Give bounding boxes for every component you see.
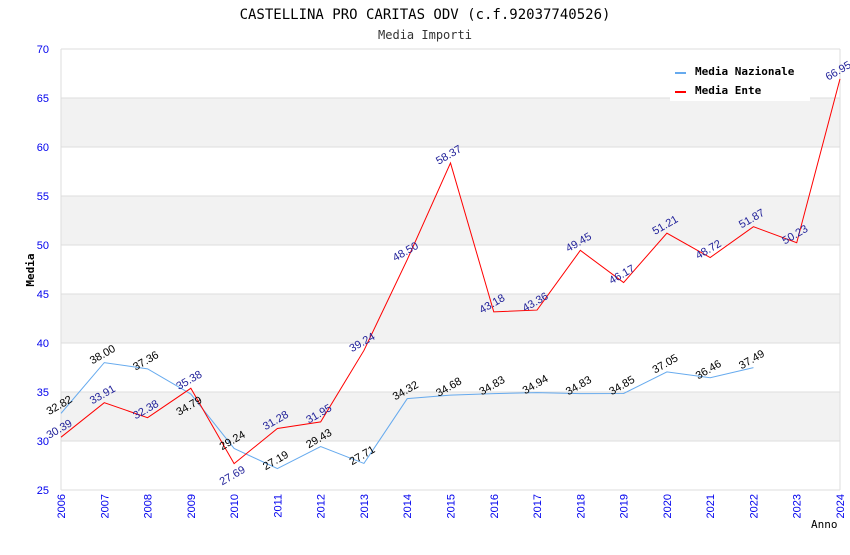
grid-band (61, 196, 840, 245)
x-tick-label: 2016 (489, 494, 501, 518)
data-label: 36.46 (694, 358, 724, 382)
data-label: 27.71 (348, 444, 378, 468)
x-tick-label: 2018 (575, 494, 587, 518)
x-tick-label: 2012 (316, 494, 328, 518)
y-tick-label: 45 (37, 289, 49, 301)
grid-band (61, 392, 840, 441)
y-tick-label: 25 (37, 485, 49, 497)
x-tick-label: 2023 (792, 494, 804, 518)
data-label: 27.69 (218, 464, 248, 488)
x-tick-label: 2006 (56, 494, 68, 518)
x-tick-label: 2024 (835, 494, 847, 518)
x-tick-label: 2011 (272, 494, 284, 518)
series-line-ente (60, 78, 841, 465)
data-label: 46.17 (607, 263, 637, 287)
y-tick-label: 40 (37, 338, 49, 350)
x-tick-label: 2015 (446, 494, 458, 518)
legend: Media Nazionale Media Ente (670, 57, 810, 101)
series-line-nazionale (60, 362, 754, 470)
x-tick-label: 2008 (143, 494, 155, 518)
x-tick-label: 2010 (229, 494, 241, 518)
x-tick-label: 2007 (99, 494, 111, 518)
legend-label-nazionale: Media Nazionale (695, 65, 795, 78)
y-tick-label: 35 (37, 387, 49, 399)
data-label: 27.19 (261, 449, 291, 473)
data-label: 66.95 (824, 59, 850, 83)
x-axis-label: Anno (811, 518, 838, 531)
x-tick-label: 2019 (619, 494, 631, 518)
y-tick-label: 55 (37, 191, 49, 203)
x-tick-label: 2014 (402, 494, 414, 518)
x-tick-label: 2013 (359, 494, 371, 518)
grid-band (61, 294, 840, 343)
y-tick-label: 60 (37, 142, 49, 154)
y-axis-label: Media (24, 253, 37, 286)
y-tick-label: 70 (37, 44, 49, 56)
x-tick-label: 2022 (748, 494, 760, 518)
x-tick-label: 2020 (662, 494, 674, 518)
chart-title: CASTELLINA PRO CARITAS ODV (c.f.92037740… (240, 7, 611, 23)
y-tick-label: 50 (37, 240, 49, 252)
y-tick-label: 65 (37, 93, 49, 105)
y-tick-label: 30 (37, 436, 49, 448)
x-tick-label: 2009 (186, 494, 198, 518)
legend-label-ente: Media Ente (695, 84, 762, 97)
grid-band (61, 98, 840, 147)
x-tick-label: 2021 (705, 494, 717, 518)
x-tick-label: 2017 (532, 494, 544, 518)
data-label: 37.36 (131, 349, 161, 373)
chart-subtitle: Media Importi (378, 28, 472, 42)
